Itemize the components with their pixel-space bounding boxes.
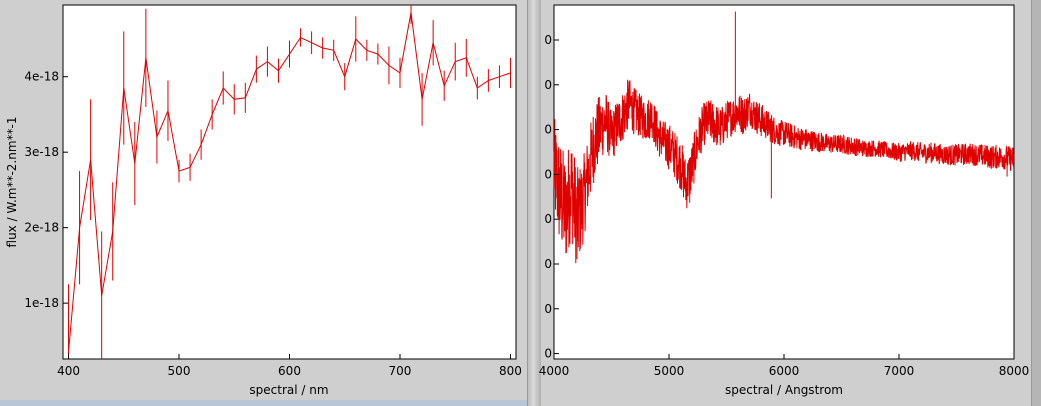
left-x-axis-label: spectral / nm bbox=[249, 383, 328, 397]
right-y-tick-label: 0 bbox=[544, 33, 552, 47]
right-y-tick-label: 0 bbox=[544, 123, 552, 137]
spectrum-vs-angstrom-chart[interactable]: 4000 5000 6000 7000 8000 0 0 0 0 0 0 0 0 spectral / … bbox=[539, 0, 1031, 406]
left-x-tick-label: 400 bbox=[57, 364, 80, 378]
right-plot-area[interactable] bbox=[553, 4, 1015, 360]
right-y-tick-label: 0 bbox=[544, 212, 552, 226]
right-y-tick-label: 0 bbox=[544, 78, 552, 92]
bottom-status-strip bbox=[0, 400, 527, 406]
left-y-tick-label: 3e-18 bbox=[24, 145, 59, 159]
right-y-tick-label: 0 bbox=[544, 302, 552, 316]
right-x-tick-label: 6000 bbox=[769, 364, 800, 378]
left-y-axis-label: flux / W.m**-2.nm**-1 bbox=[5, 117, 19, 248]
right-y-tick-label: 0 bbox=[544, 257, 552, 271]
left-x-tick-label: 600 bbox=[278, 364, 301, 378]
right-x-tick-label: 4000 bbox=[539, 364, 570, 378]
right-spectrum-line bbox=[553, 79, 1015, 264]
left-x-tick-label: 700 bbox=[389, 364, 412, 378]
flux-vs-nm-chart[interactable]: 400 500 600 700 800 1e-18 2e-18 3e-18 4e-18 spec… bbox=[0, 0, 527, 406]
right-plot-panel: 4000 5000 6000 7000 8000 0 0 0 0 0 0 0 0 spectral / … bbox=[539, 0, 1031, 406]
left-plot-panel: 400 500 600 700 800 1e-18 2e-18 3e-18 4e-18 spec… bbox=[0, 0, 527, 406]
right-y-tick-label: 0 bbox=[544, 347, 552, 361]
left-y-tick-label: 4e-18 bbox=[24, 70, 59, 84]
right-x-axis-label: spectral / Angstrom bbox=[725, 383, 843, 397]
left-y-tick-label: 2e-18 bbox=[24, 221, 59, 235]
right-x-tick-label: 8000 bbox=[999, 364, 1030, 378]
right-x-tick-label: 5000 bbox=[654, 364, 685, 378]
left-x-tick-label: 800 bbox=[499, 364, 522, 378]
left-y-tick-label: 1e-18 bbox=[24, 296, 59, 310]
right-edge-scrollbar[interactable] bbox=[1031, 0, 1041, 406]
right-x-tick-label: 7000 bbox=[884, 364, 915, 378]
right-y-tick-label: 0 bbox=[544, 167, 552, 181]
left-x-tick-label: 500 bbox=[168, 364, 191, 378]
